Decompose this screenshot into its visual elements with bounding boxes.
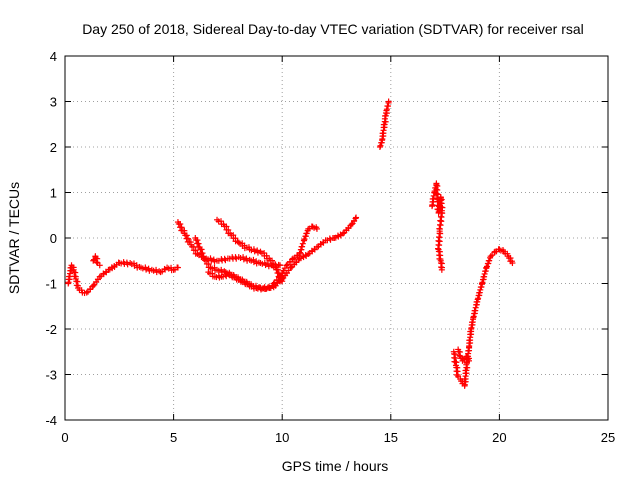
data-point-marker bbox=[300, 237, 307, 244]
data-point-marker bbox=[93, 259, 100, 266]
x-tick-label: 20 bbox=[492, 430, 506, 445]
data-point-marker bbox=[379, 130, 386, 137]
data-point-marker bbox=[348, 221, 355, 228]
axis-ticks: 0 5 10 15 20 25 -4 -3 -2 -1 0 1 2 3 4 bbox=[45, 49, 615, 445]
data-point-marker bbox=[482, 268, 489, 275]
data-point-marker bbox=[461, 376, 468, 383]
data-point-marker bbox=[302, 233, 309, 240]
data-point-marker bbox=[301, 236, 308, 243]
data-point-marker bbox=[299, 240, 306, 247]
data-point-marker bbox=[483, 263, 490, 270]
data-point-marker bbox=[235, 239, 242, 246]
data-point-marker bbox=[469, 319, 476, 326]
data-point-marker bbox=[297, 249, 304, 256]
data-point-marker bbox=[303, 230, 310, 237]
y-axis-label: SDTVAR / TECUs bbox=[6, 182, 22, 294]
data-point-marker bbox=[439, 210, 446, 217]
data-point-marker bbox=[438, 266, 445, 273]
y-tick-label: 4 bbox=[50, 49, 57, 64]
y-tick-label: -1 bbox=[45, 277, 57, 292]
data-point-marker bbox=[174, 264, 181, 271]
data-point-marker bbox=[283, 262, 290, 269]
data-point-marker bbox=[378, 139, 385, 146]
data-point-marker bbox=[437, 222, 444, 229]
x-tick-label: 0 bbox=[61, 430, 68, 445]
data-point-marker bbox=[465, 347, 472, 354]
data-point-marker bbox=[484, 260, 491, 267]
data-point-marker bbox=[270, 280, 277, 287]
data-point-marker bbox=[279, 278, 286, 285]
data-point-marker bbox=[471, 307, 478, 314]
data-point-marker bbox=[480, 273, 487, 280]
y-tick-label: -4 bbox=[45, 413, 57, 428]
data-point-marker bbox=[277, 262, 284, 269]
data-point-marker bbox=[353, 214, 360, 221]
data-point-marker bbox=[438, 218, 445, 225]
data-point-marker bbox=[466, 337, 473, 344]
data-point-marker bbox=[382, 118, 389, 125]
y-tick-label: 3 bbox=[50, 95, 57, 110]
y-tick-label: 1 bbox=[50, 186, 57, 201]
data-point-marker bbox=[385, 98, 392, 105]
x-tick-label: 10 bbox=[275, 430, 289, 445]
data-point-marker bbox=[83, 289, 90, 296]
data-point-marker bbox=[297, 246, 304, 253]
data-point-marker bbox=[509, 260, 516, 267]
x-tick-label: 25 bbox=[601, 430, 615, 445]
y-tick-label: 2 bbox=[50, 140, 57, 155]
data-point-marker bbox=[476, 289, 483, 296]
data-points bbox=[65, 98, 516, 389]
grid-lines bbox=[65, 56, 608, 420]
data-point-marker bbox=[477, 284, 484, 291]
data-point-marker bbox=[96, 262, 103, 269]
data-point-marker bbox=[384, 103, 391, 110]
x-tick-label: 5 bbox=[170, 430, 177, 445]
y-tick-label: -3 bbox=[45, 368, 57, 383]
data-point-marker bbox=[465, 357, 472, 364]
chart-title: Day 250 of 2018, Sidereal Day-to-day VTE… bbox=[82, 21, 584, 37]
y-tick-label: -2 bbox=[45, 322, 57, 337]
y-tick-label: 0 bbox=[50, 231, 57, 246]
data-point-marker bbox=[377, 142, 384, 149]
data-point-marker bbox=[66, 273, 73, 280]
data-point-marker bbox=[340, 230, 347, 237]
data-point-marker bbox=[287, 264, 294, 271]
data-point-marker bbox=[90, 282, 97, 289]
data-point-marker bbox=[298, 243, 305, 250]
data-point-marker bbox=[485, 257, 492, 264]
data-point-marker bbox=[483, 264, 490, 271]
data-point-marker bbox=[434, 245, 441, 252]
data-point-marker bbox=[313, 225, 320, 232]
data-point-marker bbox=[277, 273, 284, 280]
data-point-marker bbox=[256, 284, 263, 291]
x-axis-label: GPS time / hours bbox=[282, 458, 389, 474]
x-tick-label: 15 bbox=[384, 430, 398, 445]
